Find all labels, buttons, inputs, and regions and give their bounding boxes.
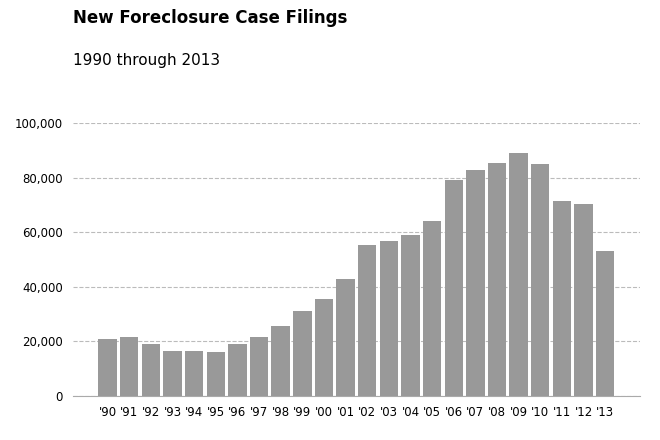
- Bar: [379, 241, 398, 396]
- Bar: [574, 204, 593, 396]
- Bar: [596, 251, 614, 396]
- Bar: [98, 339, 117, 396]
- Bar: [445, 180, 463, 396]
- Bar: [466, 169, 484, 396]
- Bar: [552, 201, 571, 396]
- Bar: [228, 344, 247, 396]
- Bar: [142, 344, 160, 396]
- Bar: [271, 326, 290, 396]
- Bar: [293, 312, 312, 396]
- Bar: [250, 337, 268, 396]
- Bar: [510, 153, 528, 396]
- Bar: [337, 279, 355, 396]
- Text: New Foreclosure Case Filings: New Foreclosure Case Filings: [73, 9, 347, 27]
- Bar: [185, 351, 203, 396]
- Bar: [120, 337, 139, 396]
- Text: 1990 through 2013: 1990 through 2013: [73, 53, 220, 68]
- Bar: [315, 299, 333, 396]
- Bar: [488, 163, 506, 396]
- Bar: [163, 351, 182, 396]
- Bar: [423, 221, 442, 396]
- Bar: [401, 235, 420, 396]
- Bar: [207, 352, 225, 396]
- Bar: [531, 164, 550, 396]
- Bar: [358, 245, 376, 396]
